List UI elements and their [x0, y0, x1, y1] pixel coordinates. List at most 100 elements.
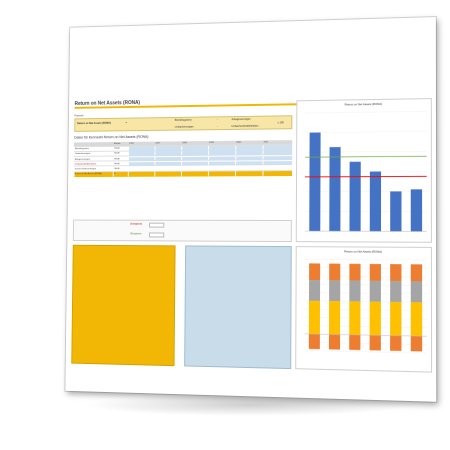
row-unit: TEUR — [114, 152, 128, 157]
row-unit: % — [114, 172, 128, 177]
notes-yellow-box[interactable] — [71, 245, 175, 366]
reference-line — [305, 156, 427, 157]
column-header: 2016 — [129, 142, 155, 147]
column-header: 2021 — [264, 140, 293, 145]
column-header: Einheit — [114, 142, 128, 147]
upper-limit-value[interactable] — [149, 232, 164, 237]
stacked-bar-segment — [349, 280, 360, 301]
stacked-bar-segment — [390, 336, 401, 351]
stacked-bar-segment — [370, 302, 381, 336]
gridline — [305, 276, 427, 277]
table-cell — [182, 167, 208, 172]
table-cell[interactable] — [236, 151, 262, 156]
table-cell[interactable] — [209, 151, 235, 156]
row-unit: TEUR — [114, 157, 128, 162]
formula-multiplier: x 100 — [277, 121, 283, 124]
notes-blue-heading — [189, 248, 290, 249]
stacked-bar-segment — [329, 334, 340, 349]
table-cell[interactable] — [236, 146, 262, 151]
gridline — [304, 301, 426, 303]
row-label: Anlagevermögen — [75, 157, 113, 162]
formula-label: Formel: — [74, 113, 83, 117]
table-cell[interactable] — [264, 161, 293, 166]
table-cell — [236, 166, 262, 171]
rona-bar-chart-panel[interactable]: Return on Net Assets (RONA) — [296, 98, 432, 243]
gridline — [304, 342, 427, 345]
table-cell — [209, 172, 235, 177]
rona-stacked-chart-panel[interactable]: Return on Net Assets (RONA) — [295, 246, 432, 373]
table-cell[interactable] — [182, 161, 208, 166]
gridline — [305, 111, 426, 113]
lower-limit-value[interactable] — [149, 222, 164, 227]
table-cell[interactable] — [155, 157, 181, 162]
column-header: 2019 — [209, 141, 235, 146]
table-cell[interactable] — [155, 146, 181, 151]
rona-bar-chart — [297, 99, 433, 244]
stacked-bar-segment — [370, 281, 381, 302]
table-cell[interactable] — [209, 156, 235, 161]
table-cell — [155, 167, 181, 172]
gridline — [304, 317, 426, 319]
column-header: 2020 — [236, 140, 262, 145]
table-cell[interactable] — [182, 146, 208, 151]
gridline — [305, 131, 427, 132]
stacked-bar-segment — [349, 335, 360, 350]
stacked-bar-segment — [411, 302, 422, 336]
gridline — [305, 268, 427, 269]
formula-numerator: Betriebsgewinn — [175, 119, 192, 122]
stacked-bar-segment — [309, 263, 320, 280]
bar — [411, 189, 422, 231]
row-unit: TEUR — [114, 167, 128, 172]
gridline — [304, 309, 426, 311]
table-cell[interactable] — [209, 161, 235, 166]
table-cell[interactable] — [209, 146, 235, 151]
table-cell — [263, 171, 292, 176]
table-cell[interactable] — [129, 147, 155, 152]
page-title: Return on Net Assets (RONA) — [75, 100, 140, 107]
notes-yellow-heading — [76, 248, 173, 249]
stacked-bar-segment — [309, 334, 320, 349]
bar — [349, 162, 360, 232]
row-unit: TEUR — [114, 147, 128, 152]
notes-blue-box[interactable] — [184, 245, 292, 369]
table-cell — [236, 171, 262, 176]
formula-box: Return on Net Assets (RONA) = Betriebsge… — [74, 115, 292, 132]
gridline — [304, 351, 427, 354]
table-cell[interactable] — [129, 162, 155, 167]
gridline — [305, 151, 427, 152]
stacked-bar-segment — [329, 301, 340, 335]
table-row: Return on Net Assets (RONA)% — [74, 171, 292, 177]
table-cell[interactable] — [129, 152, 155, 157]
table-cell[interactable] — [129, 157, 155, 162]
column-header: 2018 — [182, 141, 208, 146]
row-label: Betriebsgewinn — [75, 147, 113, 152]
stacked-bar-segment — [370, 264, 381, 281]
table-cell[interactable] — [264, 150, 293, 155]
table-cell[interactable] — [236, 156, 262, 161]
table-cell[interactable] — [155, 162, 181, 167]
table-cell[interactable] — [155, 151, 181, 156]
row-unit: TEUR — [114, 162, 128, 167]
gridline — [305, 171, 427, 172]
table-cell — [155, 172, 181, 177]
table-cell[interactable] — [264, 156, 293, 161]
row-label: Summe Nettovermögen — [75, 167, 113, 172]
table-cell[interactable] — [182, 156, 208, 161]
spreadsheet-page: Return on Net Assets (RONA) Formel: Retu… — [65, 17, 436, 402]
table-cell[interactable] — [264, 145, 293, 150]
lower-limit-label: Untergrenze — [130, 224, 142, 226]
stacked-bar-segment — [329, 264, 340, 281]
stacked-bar-segment — [390, 281, 401, 302]
reference-line — [305, 176, 427, 177]
table-cell[interactable] — [182, 151, 208, 156]
gridline — [304, 326, 426, 328]
gridline — [305, 284, 427, 285]
table-cell — [129, 172, 155, 177]
table-cell[interactable] — [236, 161, 262, 166]
stacked-bar-segment — [329, 280, 340, 301]
table-cell — [209, 166, 235, 171]
column-header: 2017 — [156, 141, 182, 146]
row-label: Umlaufvermögen — [75, 152, 113, 157]
gridline — [305, 259, 427, 260]
gridline — [305, 292, 427, 294]
